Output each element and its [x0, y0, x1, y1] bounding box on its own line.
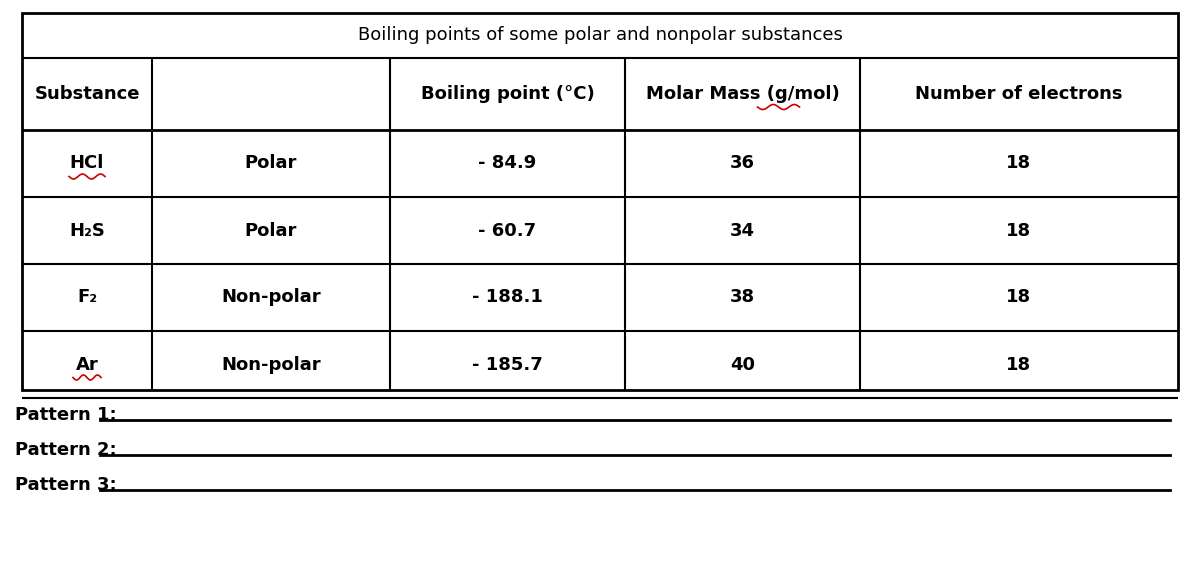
Text: 38: 38	[730, 289, 755, 306]
Text: HCl: HCl	[70, 154, 104, 172]
Text: 36: 36	[730, 154, 755, 172]
Text: 18: 18	[1007, 289, 1032, 306]
Text: F₂: F₂	[77, 289, 97, 306]
Text: Boiling points of some polar and nonpolar substances: Boiling points of some polar and nonpola…	[358, 27, 842, 45]
Text: H₂S: H₂S	[70, 221, 104, 240]
Text: Ar: Ar	[76, 355, 98, 373]
Text: - 188.1: - 188.1	[472, 289, 542, 306]
Text: Polar: Polar	[245, 221, 298, 240]
Text: - 185.7: - 185.7	[472, 355, 542, 373]
Text: - 60.7: - 60.7	[479, 221, 536, 240]
Text: Molar Mass (g/mol): Molar Mass (g/mol)	[646, 85, 839, 103]
Text: Boiling point (°C): Boiling point (°C)	[421, 85, 594, 103]
Text: Non-polar: Non-polar	[221, 355, 320, 373]
Text: Pattern 2:: Pattern 2:	[14, 441, 116, 459]
Text: Pattern 3:: Pattern 3:	[14, 476, 116, 494]
Text: 18: 18	[1007, 154, 1032, 172]
Bar	[22, 13, 1178, 390]
Text: Number of electrons: Number of electrons	[916, 85, 1123, 103]
Text: Polar: Polar	[245, 154, 298, 172]
Text: 40: 40	[730, 355, 755, 373]
Text: - 84.9: - 84.9	[479, 154, 536, 172]
Text: Non-polar: Non-polar	[221, 289, 320, 306]
Text: Substance: Substance	[35, 85, 139, 103]
Text: 18: 18	[1007, 355, 1032, 373]
Text: 34: 34	[730, 221, 755, 240]
Text: 18: 18	[1007, 221, 1032, 240]
Text: Pattern 1:: Pattern 1:	[14, 406, 116, 424]
